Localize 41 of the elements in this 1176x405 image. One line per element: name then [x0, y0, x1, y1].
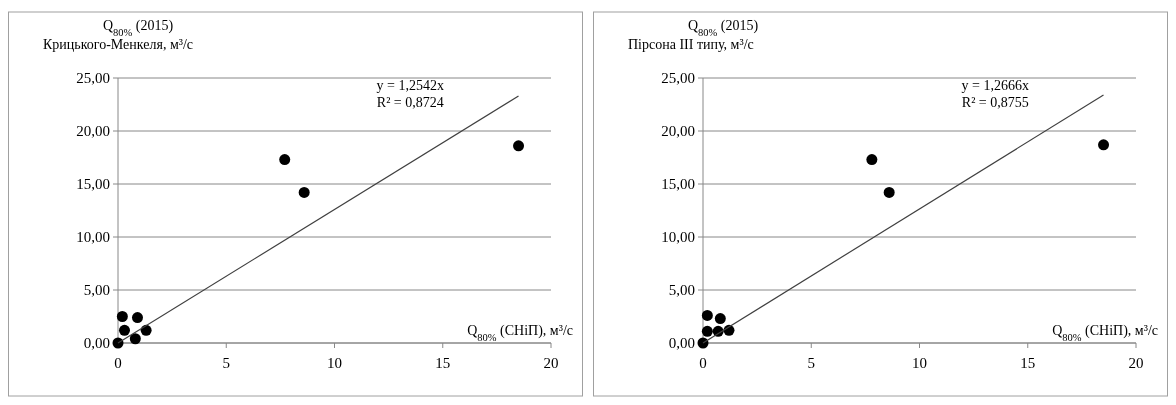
point	[131, 312, 143, 324]
y-tick-label: 10,00	[661, 229, 695, 246]
x-axis-title: Q$_{80%}$ (СНіП), м³/с	[467, 323, 573, 343]
x-tick-label: 0	[699, 355, 707, 371]
x-tick-label: 10	[912, 355, 927, 371]
x-tick-label: 15	[1020, 355, 1036, 371]
y-axis-title: Q$_{80%}$ (2015) Крицького-Менкеля, м³/с	[43, 18, 194, 52]
y-tick-label: 25,00	[661, 70, 695, 87]
y-tick-label: 5,00	[668, 282, 695, 299]
point	[883, 186, 895, 198]
point	[866, 154, 878, 166]
x-tick-label: 20	[543, 355, 559, 371]
x-axis-title: Q$_{80%}$ (СНіП), м³/с	[1052, 323, 1158, 343]
y-tick-label: 25,00	[76, 70, 110, 87]
x-tick-label: 5	[222, 355, 230, 371]
x-tick-label: 20	[1128, 355, 1144, 371]
annotation: y = 1,2542x R² = 0,8724	[376, 78, 444, 110]
y-tick-label: 10,00	[76, 229, 110, 246]
y-axis-title: Q$_{80%}$ (2015) Пірсона ІІІ типу, м³/с	[628, 18, 759, 52]
point	[116, 311, 128, 322]
x-tick-label: 0	[114, 355, 122, 371]
point	[513, 140, 525, 152]
point	[1098, 139, 1110, 151]
point	[701, 325, 713, 337]
x-tick-label: 10	[327, 355, 342, 371]
annotation: y = 1,2666x R² = 0,8755	[961, 78, 1029, 110]
point	[129, 333, 141, 345]
y-tick-label: 0,00	[83, 335, 110, 352]
y-tick-label: 20,00	[661, 123, 695, 140]
point	[119, 324, 130, 336]
point	[714, 313, 726, 325]
y-tick-label: 0,00	[668, 335, 695, 352]
y-tick-label: 5,00	[83, 282, 110, 299]
point	[701, 309, 713, 321]
point	[298, 186, 310, 198]
y-tick-label: 15,00	[661, 176, 695, 193]
point	[279, 154, 291, 166]
y-tick-label: 15,00	[76, 176, 110, 193]
x-tick-label: 5	[807, 355, 815, 371]
x-tick-label: 15	[435, 355, 451, 371]
y-tick-label: 20,00	[76, 123, 110, 140]
